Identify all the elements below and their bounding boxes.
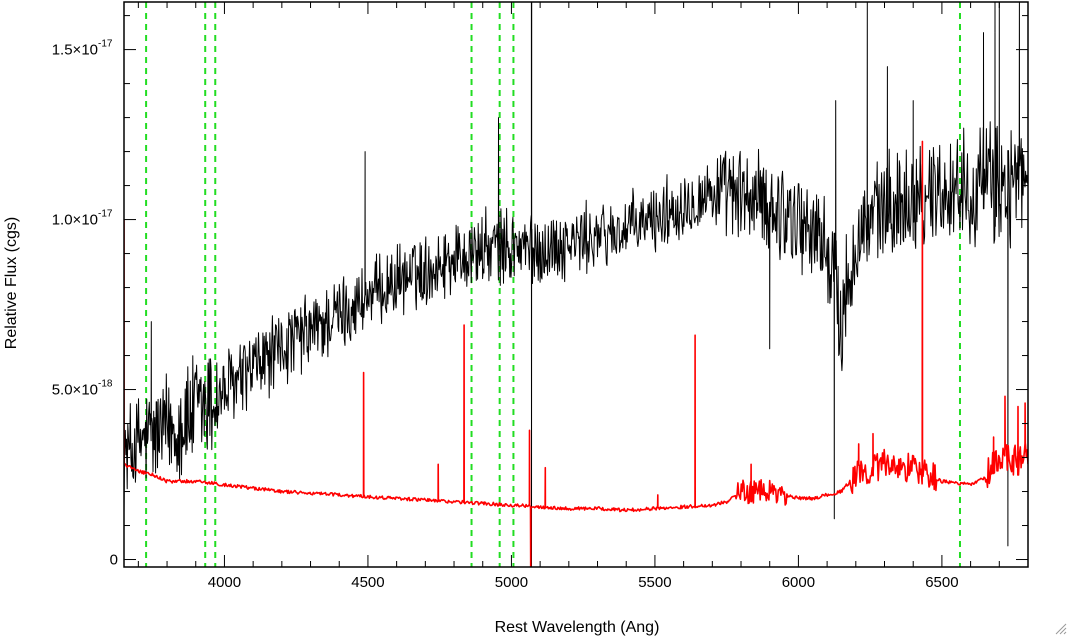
y-tick-label: 5.0×10 (52, 382, 98, 399)
plot-frame (123, 1, 1029, 568)
y-tick-label: 1.5×10 (52, 42, 98, 59)
x-tick-label: 5500 (638, 574, 671, 591)
x-tick-label: 5000 (495, 574, 528, 591)
flux-series-line (124, 2, 1028, 567)
y-axis-title: Relative Flux (cgs) (3, 217, 20, 349)
resize-grip-icon[interactable] (1055, 623, 1067, 635)
y-tick-exponent: -17 (98, 39, 113, 50)
y-tick-label: 1.0×10 (52, 212, 98, 229)
error-series-line (124, 140, 1028, 567)
y-tick-label: 0 (110, 552, 118, 569)
y-tick-exponent: -17 (98, 209, 113, 220)
x-tick-label: 6500 (925, 574, 958, 591)
x-tick-label: 4000 (208, 574, 241, 591)
x-axis-title: Rest Wavelength (Ang) (495, 619, 660, 636)
x-tick-label: 6000 (782, 574, 815, 591)
x-tick-label: 4500 (351, 574, 384, 591)
plot-area (124, 2, 1028, 567)
y-tick-exponent: -18 (98, 379, 113, 390)
axes: 4000 4500 5000 5500 6000 6500 0 5.0×10 -18 1.0×10… (52, 1, 1029, 591)
